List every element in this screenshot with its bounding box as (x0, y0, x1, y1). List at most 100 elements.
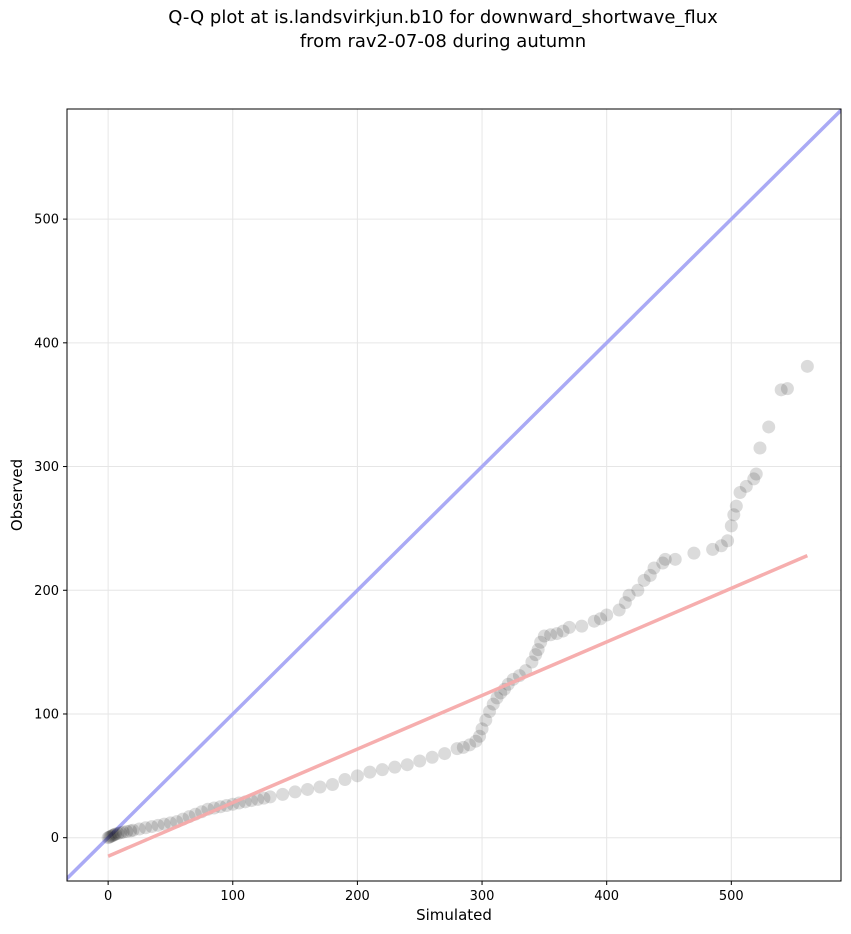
quantile-point (550, 627, 564, 641)
quantile-point (101, 831, 115, 845)
quantile-point (739, 479, 753, 493)
quantile-point (647, 561, 661, 575)
quantile-point (562, 620, 576, 634)
grid-layer (67, 109, 841, 881)
quantile-point (111, 826, 125, 840)
x-tick-label: 0 (104, 889, 112, 904)
quantile-point (325, 778, 339, 791)
y-axis-label: Observed (8, 459, 26, 531)
quantile-point (534, 635, 548, 649)
quantile-point (714, 539, 728, 553)
quantile-point (139, 821, 153, 835)
quantile-point (463, 738, 477, 752)
quantile-point (747, 472, 761, 486)
quantile-point (529, 648, 543, 662)
quantile-point (729, 499, 743, 513)
quantile-point (276, 787, 290, 801)
quantile-point (600, 608, 614, 622)
x-tick-label: 100 (220, 889, 245, 904)
quantile-point (438, 747, 452, 761)
quantile-point (727, 508, 741, 522)
quantile-point (469, 734, 483, 748)
x-tick-label: 500 (719, 889, 744, 904)
quantile-point (721, 534, 735, 548)
quantile-point (483, 705, 497, 719)
quantile-point (800, 359, 814, 373)
data-layer (67, 109, 841, 881)
quantile-point (456, 740, 470, 754)
quantile-point (473, 729, 487, 743)
quantile-point (257, 791, 271, 805)
x-tick-label: 400 (594, 889, 619, 904)
quantile-point (622, 588, 636, 602)
quantile-point (425, 750, 439, 764)
quantile-point (124, 824, 138, 838)
quantile-point (132, 822, 146, 836)
quantile-point (733, 486, 747, 500)
quantile-point (114, 826, 128, 840)
tick-layer: 0 100 200 300 400 500 0 100 200 300 400 500 (34, 213, 744, 904)
quantile-point (163, 816, 177, 830)
quantile-point (575, 619, 589, 633)
quantile-point (556, 624, 570, 638)
quantile-point (531, 643, 545, 657)
quantile-point (587, 614, 601, 628)
identity-line (67, 109, 841, 881)
quantile-point (774, 383, 788, 397)
quantile-point (106, 828, 120, 842)
quantile-point (612, 603, 626, 617)
quantile-point (151, 818, 165, 832)
quantile-point (375, 763, 389, 777)
y-tick-label: 400 (34, 336, 59, 351)
quantile-point (120, 825, 134, 839)
quantile-point (413, 754, 427, 768)
quantile-point (263, 790, 277, 804)
quantile-point (668, 552, 682, 566)
quantile-point (687, 546, 701, 560)
quantile-point (656, 556, 670, 570)
quantile-point (388, 760, 402, 774)
quantile-point (338, 773, 352, 787)
quantile-point (313, 780, 327, 794)
quantile-point (780, 382, 794, 396)
quantile-point (363, 765, 377, 779)
quantile-point (102, 830, 116, 844)
quantile-point (643, 568, 657, 582)
quantile-point (637, 573, 651, 587)
quantile-point (301, 782, 315, 796)
y-tick-label: 0 (51, 831, 59, 846)
y-tick-label: 300 (34, 460, 59, 475)
chart-title-line-2: from rav2-07-08 during autumn (299, 31, 587, 52)
quantile-point (537, 629, 551, 643)
x-tick-label: 200 (345, 889, 370, 904)
quantile-point (288, 785, 302, 799)
quantile-point (116, 825, 130, 839)
quantile-point (475, 722, 489, 736)
quantile-point (450, 742, 464, 756)
quantile-point (107, 828, 121, 842)
quantile-point (544, 628, 558, 642)
y-tick-label: 500 (34, 213, 59, 228)
y-tick-label: 200 (34, 584, 59, 599)
quantile-point (104, 829, 118, 843)
fit-line (107, 554, 809, 858)
quantile-point (486, 697, 500, 711)
quantile-point (525, 655, 539, 669)
quantile-point (753, 441, 767, 455)
quantile-point (490, 691, 504, 705)
quantile-point (251, 792, 265, 806)
quantile-point (618, 596, 632, 610)
quantile-point (724, 519, 738, 533)
y-tick-label: 100 (34, 707, 59, 722)
quantile-point (749, 467, 763, 481)
quantile-point (145, 820, 159, 834)
chart-title: Q-Q plot at is.landsvirkjun.b10 for down… (0, 6, 851, 54)
quantile-point (109, 827, 123, 841)
plot-frame (66, 108, 842, 882)
quantile-point (593, 612, 607, 626)
quantile-point (126, 823, 140, 837)
chart-title-line-1: Q-Q plot at is.landsvirkjun.b10 for down… (168, 7, 718, 28)
quantile-point (631, 583, 645, 597)
quantile-point (479, 713, 493, 727)
